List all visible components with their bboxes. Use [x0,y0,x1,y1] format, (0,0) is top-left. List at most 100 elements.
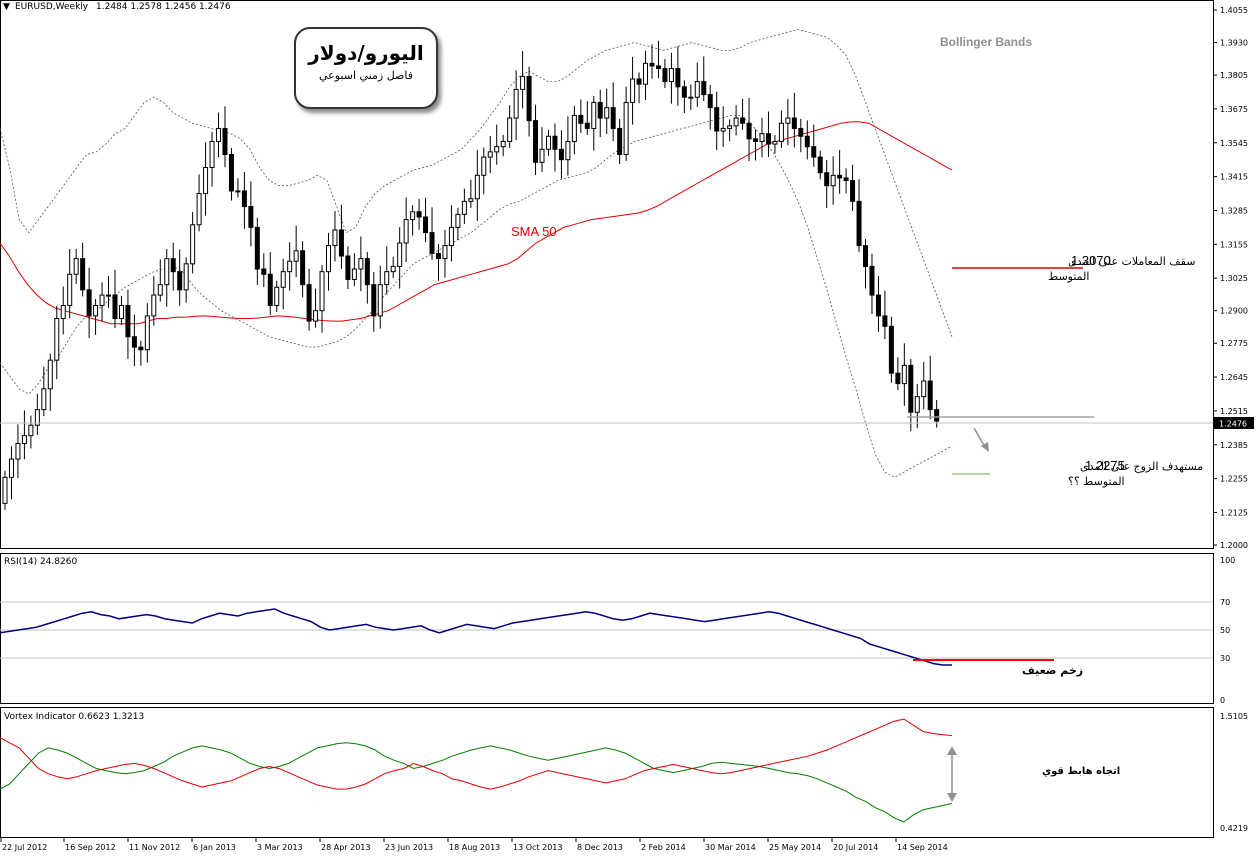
candle-body [455,213,461,228]
candle-body [300,250,306,286]
candle-body [177,271,183,291]
candle-body [144,315,150,351]
candle-body [196,193,202,226]
candle-body [86,289,92,317]
candle-body [882,315,888,327]
candle-body [287,260,293,273]
candle-body [584,122,590,129]
rsi-tick-label: 0 [1220,696,1225,705]
time-tick-label: 14 Sep 2014 [897,843,948,852]
candle-body [390,265,396,273]
candle-body [319,271,325,312]
candle-body [403,219,409,244]
candle-body [442,245,448,260]
candle-body [371,284,377,317]
candle-body [552,135,558,150]
candle-body [112,294,118,320]
price-tick-label: 1.2255 [1220,475,1248,484]
candle-body [533,120,539,163]
candle-body [520,75,526,90]
candle-body [927,380,933,411]
candle-body [707,94,713,109]
candle-body [21,435,27,444]
time-tick-label: 2 Feb 2014 [641,843,686,852]
candle-body [688,96,694,99]
price-tick-label: 1.3285 [1220,206,1248,215]
candle-body [99,294,105,306]
target-text-1: مستهدف الزوج على المدى [1080,460,1203,473]
resistance-text-1: سقف المعاملات على المدى [1068,255,1195,268]
candle-body [54,318,60,361]
candle-body [73,258,79,275]
candle-body [662,68,668,83]
candle-body [164,258,170,286]
candle-body [513,88,519,119]
candle-body [203,167,209,195]
candle-body [364,258,370,286]
candle-body [830,174,836,187]
candle-body [384,271,390,286]
target-arrow-shaft [973,427,986,448]
sma-50-line [0,121,953,325]
candle-body [60,304,66,320]
candle-body [681,86,687,98]
candle-body [636,78,642,85]
candle-body [481,156,487,176]
candle-body [313,310,319,322]
vi-plus-path [0,742,953,823]
rsi-header: RSI(14) 24.8260 [4,557,77,567]
price-tick-label: 1.3675 [1220,105,1248,114]
candle-body [733,117,739,127]
candle-body [811,146,817,158]
candle-body [753,138,759,142]
bollinger-label: Bollinger Bands [940,35,1032,49]
candle-body [591,101,597,129]
candle-body [500,140,506,148]
time-tick-label: 25 May 2014 [769,843,821,852]
vortex-tick-label: 0.4219 [1220,824,1248,833]
candle-body [131,336,137,348]
candle-body [539,148,545,163]
price-tick-label: 1.4055 [1220,6,1248,15]
rsi-line [0,608,952,666]
current-price-tag [1214,417,1254,429]
candle-body [80,258,86,291]
candle-body [791,117,797,129]
price-tick-label: 1.3930 [1220,39,1248,48]
candle-body [545,135,551,150]
vi-minus-path [0,718,953,790]
bollinger-bands [0,29,953,478]
time-axis: 22 Jul 2012 16 Sep 2012 11 Nov 2012 6 Jan 2… [0,838,948,852]
time-tick-label: 3 Mar 2013 [257,843,303,852]
candle-body [765,133,771,145]
rsi-path [0,608,952,666]
bb-upper-path [0,29,953,337]
target-value: 1.2275 [1085,458,1125,473]
title-subtitle: فاصل زمني اسبوعي [319,69,413,82]
time-tick-label: 20 Jul 2014 [833,843,878,852]
candle-body [228,153,234,192]
candle-body [746,122,752,140]
candle-body [740,117,746,124]
price-tick-label: 1.2775 [1220,339,1248,348]
price-tick-label: 1.3545 [1220,139,1248,148]
candle-body [604,107,610,119]
candle-body [507,117,513,142]
price-tick-label: 1.2515 [1220,407,1248,416]
time-tick-label: 23 Jun 2013 [385,843,433,852]
candle-body [494,146,500,153]
candle-body [571,114,577,142]
rsi-panel-frame [0,553,1214,704]
candle-body [254,226,260,270]
candle-body [34,409,40,426]
candle-body [623,101,629,155]
candle-body [216,127,222,142]
price-tick-label: 1.2125 [1220,508,1248,517]
vortex-arrow-up-icon [947,746,957,755]
rsi-tick-label: 70 [1220,598,1230,607]
candle-body [28,424,34,437]
title-box: اليورو/دولار فاصل زمني اسبوعي [294,27,438,109]
candle-body [610,107,616,129]
candle-body [2,476,8,504]
candle-body [759,133,765,142]
